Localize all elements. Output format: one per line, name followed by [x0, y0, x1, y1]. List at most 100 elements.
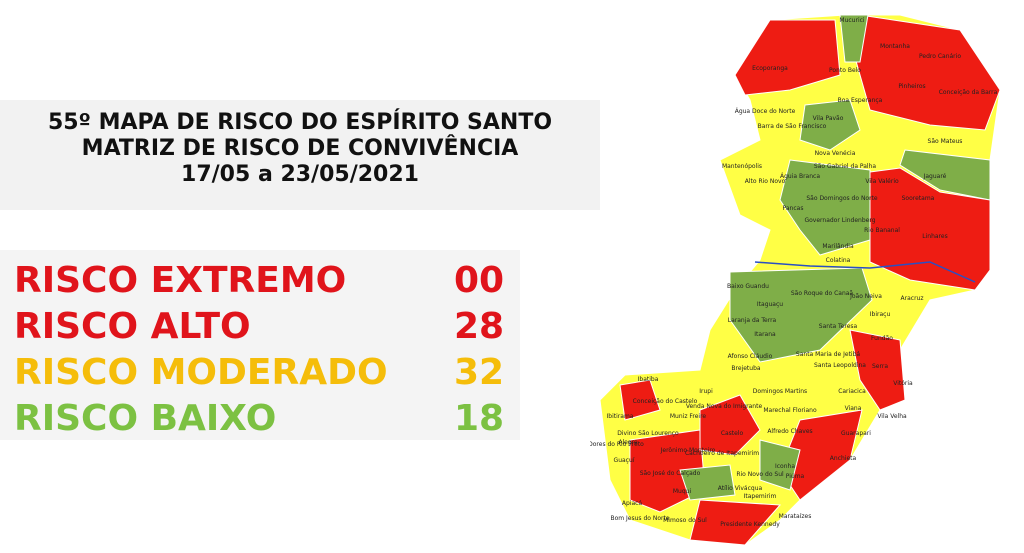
municipality-label: Marataízes — [779, 513, 812, 520]
municipality-label: Vila Velha — [877, 413, 907, 420]
municipality-label: Ecoporanga — [752, 65, 788, 72]
title-line: MATRIZ DE RISCO DE CONVIVÊNCIA — [81, 136, 519, 161]
municipality-label: Divino São Lourenço — [617, 430, 679, 437]
municipality-label: Colatina — [826, 257, 851, 264]
municipality-label: Afonso Cláudio — [728, 353, 773, 360]
municipality-label: Irupi — [699, 388, 713, 395]
legend: RISCO EXTREMO 00 RISCO ALTO 28 RISCO MODERAD… — [0, 250, 520, 440]
municipality-label: Santa Teresa — [819, 323, 858, 330]
title-line: 55º MAPA DE RISCO DO ESPÍRITO SANTO — [47, 110, 553, 135]
region-high — [699, 394, 761, 456]
municipality-label: Castelo — [721, 430, 744, 437]
municipality-label: Ibitirama — [607, 413, 634, 420]
municipality-label: Mucurici — [839, 17, 865, 24]
municipality-label: Vitória — [893, 380, 913, 387]
municipality-label: Santa Leopoldina — [814, 362, 866, 369]
municipality-label: São Gabriel da Palha — [814, 163, 876, 170]
municipality-label: Alto Rio Novo — [745, 178, 786, 185]
municipality-label: Itarana — [754, 331, 776, 338]
municipality-label: Ibatiba — [638, 376, 659, 383]
risk-count: 00 — [454, 260, 505, 301]
title-line: 17/05 a 23/05/2021 — [181, 162, 419, 187]
municipality-label: Dores do Rio Preto — [590, 441, 644, 448]
municipality-label: Conceição da Barra — [939, 89, 998, 96]
municipality-label: Marechal Floriano — [763, 407, 817, 414]
region-high — [619, 379, 661, 421]
municipality-label: Ibiraçu — [870, 311, 891, 318]
municipality-label: Conceição do Castelo — [633, 398, 698, 405]
region-low — [899, 149, 991, 201]
municipality-label: Guaçuí — [614, 457, 635, 464]
municipality-label: Montanha — [880, 43, 910, 50]
municipality-label: Santa Maria de Jetibá — [796, 351, 860, 358]
municipality-label: Brejetuba — [731, 365, 760, 372]
legend-row: RISCO BAIXO 18 — [14, 396, 514, 442]
map-labels: Mucurici Montanha Ponto Belo Ecoporanga Pinh… — [590, 17, 998, 528]
river — [754, 261, 976, 283]
region-high — [734, 19, 841, 96]
legend-row: RISCO EXTREMO 00 — [14, 258, 514, 304]
municipality-label: Atílio Vivácqua — [718, 485, 763, 492]
region-high — [869, 167, 991, 291]
municipality-label: Águia Branca — [780, 173, 820, 180]
municipality-label: Aracruz — [901, 295, 924, 302]
municipality-label: Barra de São Francisco — [758, 123, 827, 130]
municipality-label: Sooretama — [902, 195, 935, 202]
region-low — [759, 439, 801, 491]
municipality-label: Domingos Martins — [753, 388, 807, 395]
municipality-label: São Domingos do Norte — [806, 195, 878, 202]
municipality-label: Alegre — [618, 439, 638, 446]
legend-row: RISCO ALTO 28 — [14, 304, 514, 350]
risk-count: 32 — [454, 352, 505, 393]
municipality-label: Pancas — [783, 205, 804, 212]
municipality-label: Jaguaré — [923, 173, 947, 180]
municipality-label: Iconha — [775, 463, 795, 470]
municipality-label: São Mateus — [928, 138, 963, 145]
risk-count: 28 — [454, 306, 505, 347]
municipality-label: Água Doce do Norte — [735, 108, 796, 115]
region-low — [799, 99, 861, 151]
municipality-label: Piúma — [786, 473, 805, 480]
municipality-label: Viana — [845, 405, 862, 412]
municipality-label: Alfredo Chaves — [767, 428, 812, 435]
region-low — [839, 14, 869, 63]
municipality-label: Jerônimo Monteiro — [660, 447, 716, 454]
municipality-label: Vila Pavão — [813, 115, 844, 122]
municipality-label: Cachoeiro de Itapemirim — [685, 450, 759, 457]
municipality-label: São José do Calçado — [640, 470, 701, 477]
title-box: 55º MAPA DE RISCO DO ESPÍRITO SANTO MATR… — [0, 100, 600, 210]
region-low — [779, 159, 871, 256]
municipality-label: Governador Lindenberg — [804, 217, 875, 224]
risk-label: RISCO ALTO — [14, 306, 251, 347]
municipality-label: Guarapari — [841, 430, 871, 437]
municipality-label: Mantenópolis — [722, 163, 762, 170]
municipality-label: Itapemirim — [744, 493, 777, 500]
region-low — [679, 464, 736, 501]
region-high — [629, 429, 706, 513]
municipality-label: Rio Novo do Sul — [736, 471, 784, 478]
municipality-label: João Neiva — [849, 293, 882, 300]
municipality-label: Ponto Belo — [829, 67, 861, 74]
municipality-label: Serra — [872, 363, 888, 370]
municipality-label: Presidente Kennedy — [720, 521, 780, 528]
municipality-label: Marilândia — [822, 243, 854, 250]
region-high — [849, 329, 906, 411]
municipality-label: Anchieta — [830, 455, 857, 462]
municipality-label: Rio Bananal — [864, 227, 900, 234]
risk-label: RISCO BAIXO — [14, 398, 277, 439]
municipality-label: Vila Valério — [865, 178, 899, 185]
municipality-label: Pinheiros — [898, 83, 925, 90]
municipality-label: Apiacá — [622, 500, 643, 507]
municipality-label: São Roque do Canaã — [791, 290, 854, 297]
municipality-label: Venda Nova do Imigrante — [686, 403, 763, 410]
legend-row: RISCO MODERADO 32 — [14, 350, 514, 396]
municipality-label: Laranja da Terra — [728, 317, 777, 324]
region-high — [689, 499, 782, 546]
municipality-label: Fundão — [871, 335, 893, 342]
municipality-label: Mimoso do Sul — [663, 517, 707, 524]
municipality-label: Linhares — [922, 233, 947, 240]
risk-label: RISCO EXTREMO — [14, 260, 347, 301]
risk-label: RISCO MODERADO — [14, 352, 388, 393]
